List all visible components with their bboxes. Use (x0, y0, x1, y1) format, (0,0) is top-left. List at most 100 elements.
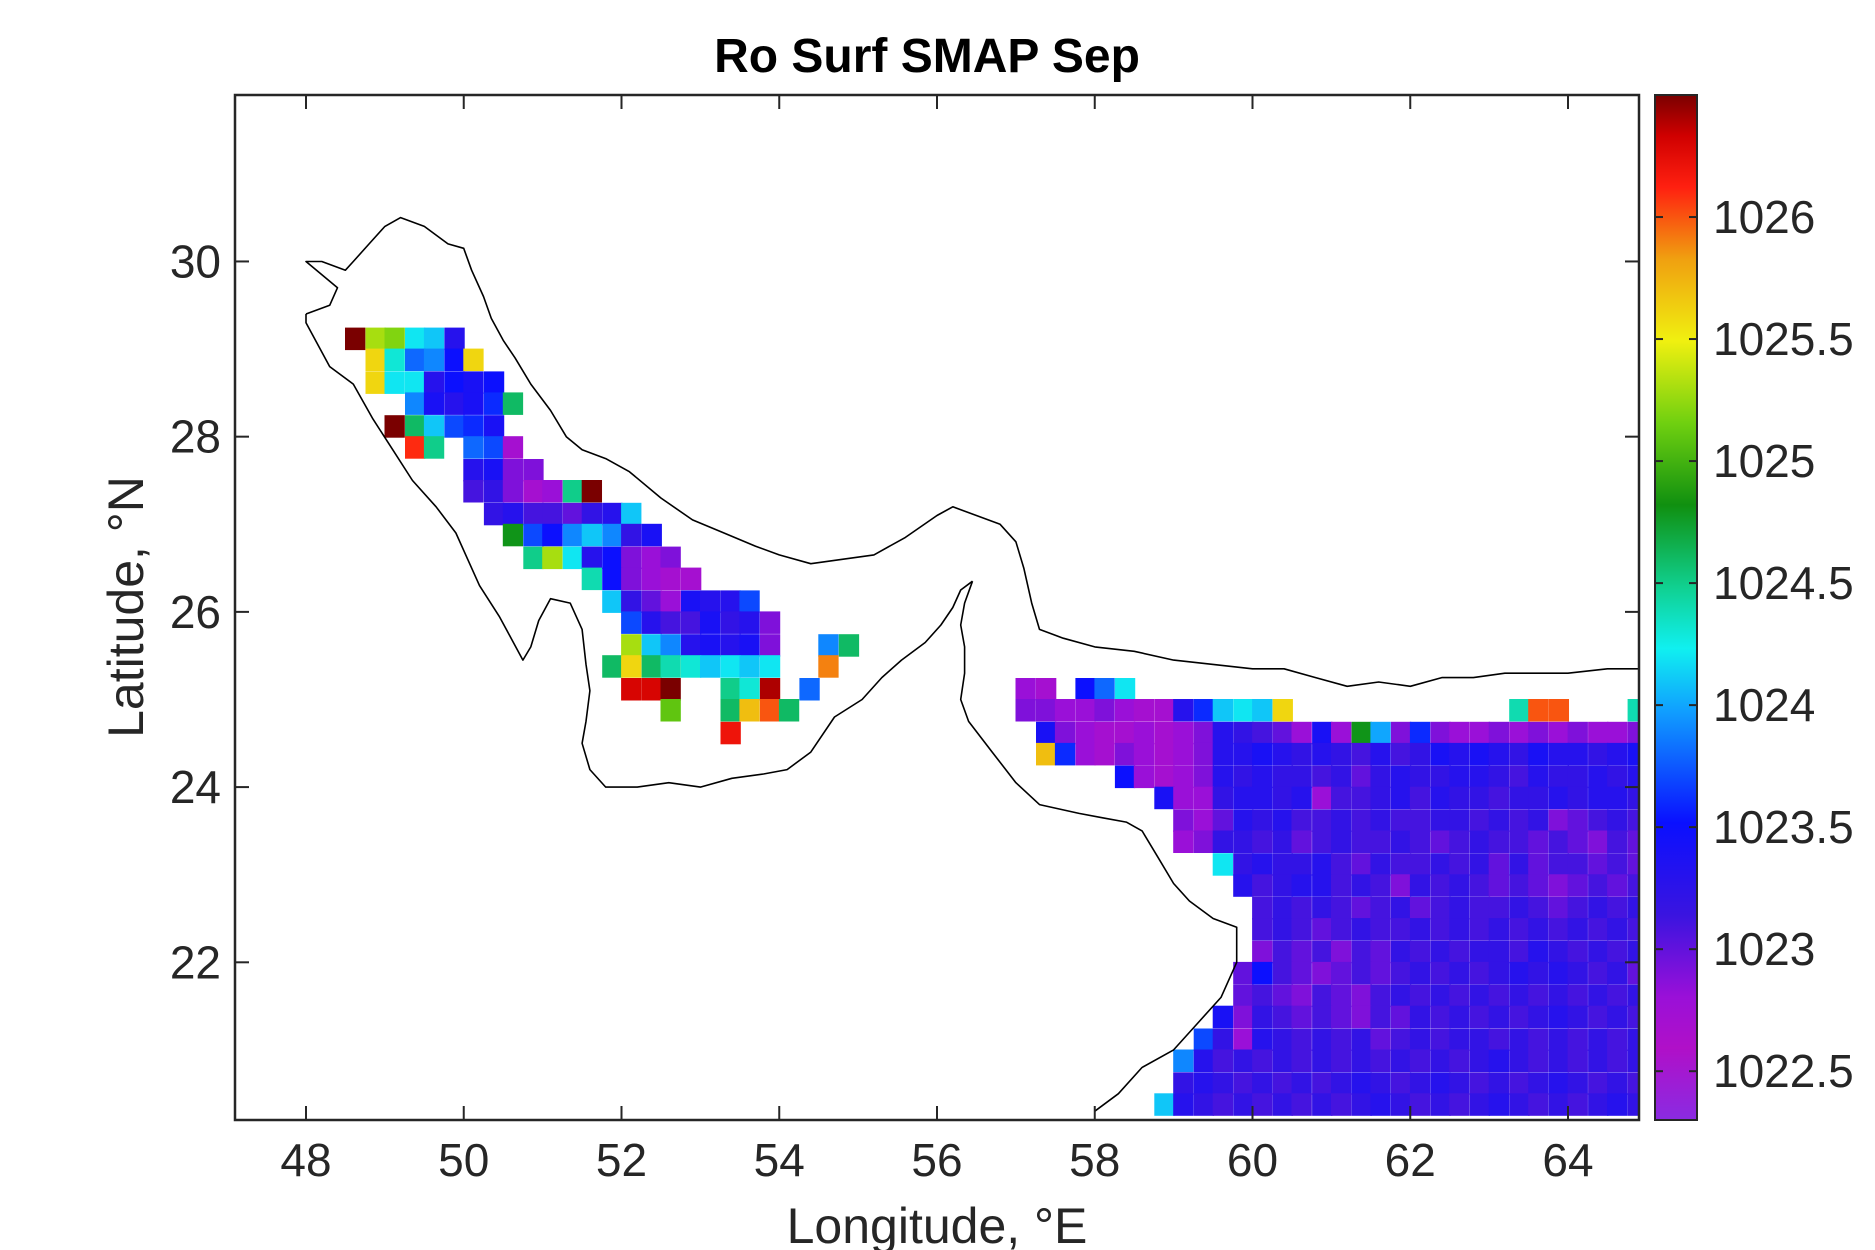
heatmap-cell (1291, 809, 1312, 832)
heatmap-cell (681, 655, 702, 678)
heatmap-cell (1409, 940, 1431, 964)
heatmap-cell (1469, 961, 1491, 985)
heatmap-cell (1548, 786, 1570, 810)
heatmap-cell (739, 611, 760, 634)
heatmap-cell (1469, 809, 1491, 832)
heatmap-cell (1449, 874, 1470, 897)
heatmap-cell (641, 678, 662, 701)
heatmap-cell (1488, 984, 1510, 1008)
heatmap-cell (1173, 809, 1194, 832)
heatmap-cell (1627, 897, 1640, 920)
heatmap-cell (1409, 809, 1431, 832)
heatmap-cell (1331, 721, 1352, 745)
heatmap-cell (1588, 830, 1609, 854)
y-tick-label: 30 (170, 235, 221, 287)
heatmap-cell (1409, 1093, 1431, 1116)
heatmap-cell (1607, 786, 1628, 810)
heatmap-cell (759, 678, 781, 701)
heatmap-cell (1390, 984, 1412, 1008)
heatmap-cell (1430, 961, 1451, 985)
heatmap-cell (759, 655, 781, 678)
heatmap-cell (423, 327, 445, 351)
heatmap-cell (423, 415, 445, 438)
heatmap-cell (1331, 786, 1352, 810)
heatmap-cell (1588, 1093, 1609, 1116)
heatmap-cell (1370, 940, 1391, 964)
heatmap-cell (1627, 699, 1640, 722)
heatmap-cell (502, 502, 524, 526)
heatmap-cell (1509, 984, 1530, 1008)
colorbar-gradient (1655, 95, 1697, 1120)
heatmap-cell (1390, 742, 1412, 766)
heatmap-cell (1548, 1072, 1570, 1095)
heatmap-cell (1449, 918, 1470, 941)
heatmap-cell (1193, 742, 1215, 766)
heatmap-cell (1469, 897, 1491, 920)
heatmap-cell (1607, 897, 1628, 920)
heatmap-cell (1094, 699, 1115, 722)
heatmap-cell (1409, 918, 1431, 941)
heatmap-cell (1351, 897, 1372, 920)
heatmap-cell (1054, 721, 1076, 745)
heatmap-cell (1331, 1049, 1352, 1073)
heatmap-cell (1291, 742, 1312, 766)
heatmap-cell (1351, 1005, 1372, 1029)
heatmap-cell (1488, 853, 1510, 876)
heatmap-cell (1430, 721, 1451, 745)
heatmap-cell (1054, 699, 1076, 722)
heatmap-cell (1370, 1049, 1391, 1073)
heatmap-cell (483, 480, 505, 503)
x-axis-ticks: 48 50 52 54 56 58 60 62 64 (280, 95, 1594, 1186)
heatmap-cell (1409, 721, 1431, 745)
heatmap-cell (1627, 984, 1640, 1008)
heatmap-cell (720, 678, 741, 701)
heatmap-cell (1036, 742, 1057, 766)
heatmap-cell (1370, 786, 1391, 810)
heatmap-cell (1409, 897, 1431, 920)
heatmap-cell (1548, 918, 1570, 941)
heatmap-cell (542, 546, 563, 570)
heatmap-cell (1430, 1005, 1451, 1029)
heatmap-cell (1370, 765, 1391, 789)
x-axis-label: Longitude, °E (787, 1198, 1088, 1250)
heatmap-cell (681, 634, 702, 657)
heatmap-cell (1331, 1005, 1352, 1029)
heatmap-cell (1312, 918, 1333, 941)
colorbar-frame (1654, 94, 1698, 1121)
heatmap-cell (562, 546, 584, 570)
heatmap-cell (1252, 1049, 1273, 1073)
heatmap-cell (1351, 874, 1372, 897)
heatmap-cell (1567, 786, 1588, 810)
heatmap-cell (1509, 721, 1530, 745)
heatmap-cell (1449, 961, 1470, 985)
colorbar-tick-label: 1024.5 (1713, 557, 1854, 609)
coastline (305, 216, 1639, 1112)
heatmap-cell (818, 634, 839, 657)
heatmap-cell (463, 392, 484, 415)
heatmap-cell (1351, 1072, 1372, 1095)
heatmap-cell (1488, 721, 1510, 745)
heatmap-cell (1488, 765, 1510, 789)
heatmap-cell (1449, 1072, 1470, 1095)
heatmap-cell (1075, 699, 1096, 722)
heatmap-cell (1548, 853, 1570, 876)
heatmap-cell (1193, 1028, 1215, 1052)
heatmap-cell (1509, 961, 1530, 985)
heatmap-cell (602, 523, 623, 547)
heatmap-cell (1370, 853, 1391, 876)
heatmap-cell (562, 480, 584, 503)
heatmap-cell (1312, 1005, 1333, 1029)
heatmap-cell (1509, 830, 1530, 854)
heatmap-cell (523, 480, 544, 503)
heatmap-cell (1291, 984, 1312, 1008)
heatmap-cell (1154, 699, 1175, 722)
x-tick-label: 64 (1542, 1134, 1593, 1186)
heatmap-cell (1588, 1049, 1609, 1073)
heatmap-cell (1291, 830, 1312, 854)
heatmap-cell (739, 699, 760, 722)
heatmap-cell (1331, 742, 1352, 766)
heatmap-cell (1607, 1005, 1628, 1029)
heatmap-cell (1509, 1072, 1530, 1095)
heatmap-cell (1548, 809, 1570, 832)
heatmap-cell (483, 502, 505, 526)
